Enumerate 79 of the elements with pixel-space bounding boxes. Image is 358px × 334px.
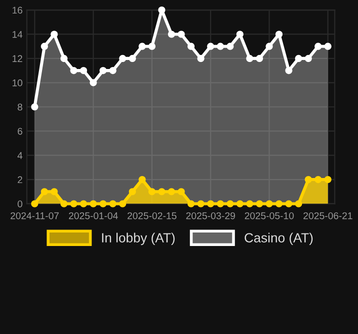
point (158, 188, 166, 196)
point (50, 188, 58, 196)
y-tick-label: 4 (18, 152, 22, 159)
point (256, 54, 264, 62)
point (236, 200, 244, 208)
point (188, 200, 195, 208)
point (168, 30, 176, 38)
point (275, 200, 283, 208)
point (100, 67, 107, 74)
y-tick-label: 14 (12, 31, 22, 38)
point (197, 200, 204, 208)
point (285, 200, 292, 208)
point (226, 42, 234, 50)
point (138, 176, 146, 184)
point (119, 200, 126, 208)
point (100, 200, 107, 208)
point (128, 188, 136, 196)
point (178, 188, 185, 196)
y-tick-label: 10 (12, 79, 22, 86)
y-tick-label: 6 (18, 128, 22, 135)
point (216, 200, 224, 208)
point (31, 200, 38, 208)
point (148, 188, 156, 196)
x-tick-label: 2025-01-04 (68, 212, 118, 220)
x-tick-label: 2025-03-29 (186, 212, 236, 220)
point (40, 42, 48, 50)
y-tick-label: 12 (12, 55, 22, 62)
point (148, 42, 156, 50)
point (207, 200, 214, 208)
point (80, 67, 88, 74)
point (295, 200, 302, 208)
point (119, 54, 126, 62)
point (324, 176, 332, 184)
point (256, 200, 264, 208)
point (266, 42, 273, 50)
point (207, 42, 214, 50)
x-tick-label: 2025-05-10 (244, 212, 294, 220)
point (314, 176, 322, 184)
point (295, 54, 302, 62)
point (138, 42, 146, 50)
point (304, 176, 312, 184)
point (304, 54, 312, 62)
point (285, 67, 292, 74)
point (168, 188, 176, 196)
legend-label: Casino (AT) (244, 232, 313, 246)
y-tick-label: 2 (18, 176, 22, 184)
point (266, 200, 273, 208)
point (80, 200, 88, 208)
y-tick-label: 16 (12, 6, 22, 14)
point (90, 200, 97, 208)
point (197, 54, 204, 62)
x-tick-label: 2024-11-07 (10, 212, 59, 220)
point (236, 30, 244, 38)
point (128, 54, 136, 62)
point (60, 200, 68, 208)
point (188, 42, 195, 50)
point (109, 200, 116, 208)
x-tick-label: 2025-02-15 (128, 212, 176, 220)
point (31, 103, 38, 110)
point (70, 200, 78, 208)
point (246, 200, 254, 208)
y-tick-label: 0 (18, 200, 22, 208)
point (324, 42, 332, 50)
point (216, 42, 224, 50)
point (158, 6, 166, 14)
point (178, 30, 185, 38)
point (70, 67, 78, 74)
point (40, 188, 48, 196)
point (314, 42, 322, 50)
point (90, 79, 97, 86)
point (246, 54, 254, 62)
point (275, 30, 283, 38)
legend-label: In lobby (AT) (102, 232, 175, 246)
x-tick-label: 2025-06-21 (304, 212, 352, 220)
y-tick-label: 8 (18, 104, 22, 110)
point (60, 54, 68, 62)
point (50, 30, 58, 38)
point (109, 67, 116, 74)
point (226, 200, 234, 208)
